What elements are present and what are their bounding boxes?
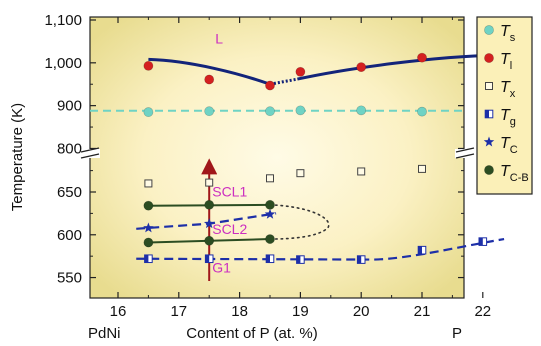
- data-point-t-x: [144, 179, 153, 188]
- data-point-t-g: [296, 255, 305, 264]
- data-point-t-x: [296, 169, 305, 178]
- legend-marker-t-x: [485, 82, 493, 90]
- legend-label-t-l: Tl: [500, 51, 512, 72]
- data-point-t-s: [295, 105, 306, 116]
- data-point-t-l: [295, 66, 306, 77]
- x-tick-label: 20: [353, 303, 370, 320]
- y-tick-label: 650: [57, 184, 82, 201]
- data-point-t-g-fill: [205, 254, 210, 263]
- data-point-t-s: [356, 105, 367, 116]
- data-point-t-x: [205, 178, 214, 187]
- x-tick-label: 21: [414, 303, 431, 320]
- data-point-t-x: [357, 167, 366, 176]
- fit-line-tcb-dotted: [269, 204, 330, 240]
- data-point-t-c: [203, 218, 215, 229]
- data-point-t-g-fill: [144, 254, 149, 263]
- x-tick-label: 16: [110, 303, 127, 320]
- x-axis-title: Content of P (at. %): [186, 325, 317, 342]
- data-point-t-g: [144, 254, 153, 264]
- legend-marker-t-l: [484, 53, 494, 63]
- data-point-t-g: [204, 254, 214, 264]
- y-tick-label: 1,000: [44, 55, 82, 72]
- data-point-t-c-b: [143, 237, 154, 248]
- data-point-t-g-fill: [296, 255, 301, 264]
- data-point-t-s: [143, 107, 154, 117]
- data-point-t-s: [265, 106, 275, 117]
- data-point-t-l: [143, 60, 154, 71]
- fit-line-tl-dip: [269, 77, 298, 86]
- data-point-t-g: [265, 254, 275, 264]
- legend-marker-t-g-fill: [485, 110, 489, 118]
- y-tick-label: 900: [57, 98, 82, 115]
- data-point-t-g: [356, 255, 366, 264]
- data-point-t-l: [265, 80, 275, 91]
- x-tick-label: 18: [231, 303, 248, 320]
- data-point-t-g-fill: [266, 254, 270, 263]
- data-point-t-s: [417, 106, 427, 117]
- data-point-t-c-b: [265, 199, 275, 210]
- y-tick-label: 1,100: [44, 12, 82, 29]
- data-point-t-c-b: [204, 199, 215, 210]
- y-tick-label: 550: [57, 270, 82, 287]
- y-tick-label: 800: [57, 140, 82, 157]
- legend-marker-t-g: [484, 109, 494, 119]
- data-point-t-g: [478, 237, 488, 246]
- data-point-t-l: [356, 62, 367, 73]
- x-tick-label: 17: [170, 303, 187, 320]
- data-point-t-s: [204, 106, 215, 117]
- data-point-t-c-b: [204, 235, 215, 246]
- axis-break: [80, 147, 475, 159]
- data-point-t-g: [417, 245, 427, 255]
- x-left-label: PdNi: [88, 325, 121, 342]
- annotation-scl2: SCL2: [212, 221, 247, 237]
- x-tick-label: 19: [292, 303, 309, 320]
- x-right-label: P: [452, 325, 462, 342]
- data-point-t-x: [266, 174, 274, 183]
- data-point-t-l: [204, 74, 215, 85]
- data-point-t-g-fill: [479, 237, 483, 246]
- y-tick-label: 600: [57, 227, 82, 244]
- data-point-t-c: [264, 208, 276, 219]
- annotation-g1: G1: [212, 259, 231, 275]
- legend-marker-t-c: [483, 136, 495, 147]
- y-axis-title: Temperature (K): [9, 103, 26, 211]
- data-point-t-c-b: [265, 234, 275, 244]
- data-point-t-l: [417, 52, 427, 63]
- data-point-t-c-b: [143, 200, 154, 211]
- x-tick-label: 22: [474, 303, 491, 320]
- fit-line-tl-right: [297, 53, 499, 81]
- annotation-scl1: SCL1: [212, 183, 247, 199]
- fit-line-tl-left: [148, 57, 271, 86]
- data-point-t-g-fill: [418, 246, 422, 254]
- annotation-l: L: [215, 31, 223, 47]
- data-point-t-g-fill: [357, 255, 362, 264]
- legend-marker-t-s: [484, 25, 494, 35]
- data-point-t-c: [143, 222, 154, 233]
- data-point-t-x: [418, 164, 426, 173]
- legend-marker-t-c-b: [484, 165, 494, 175]
